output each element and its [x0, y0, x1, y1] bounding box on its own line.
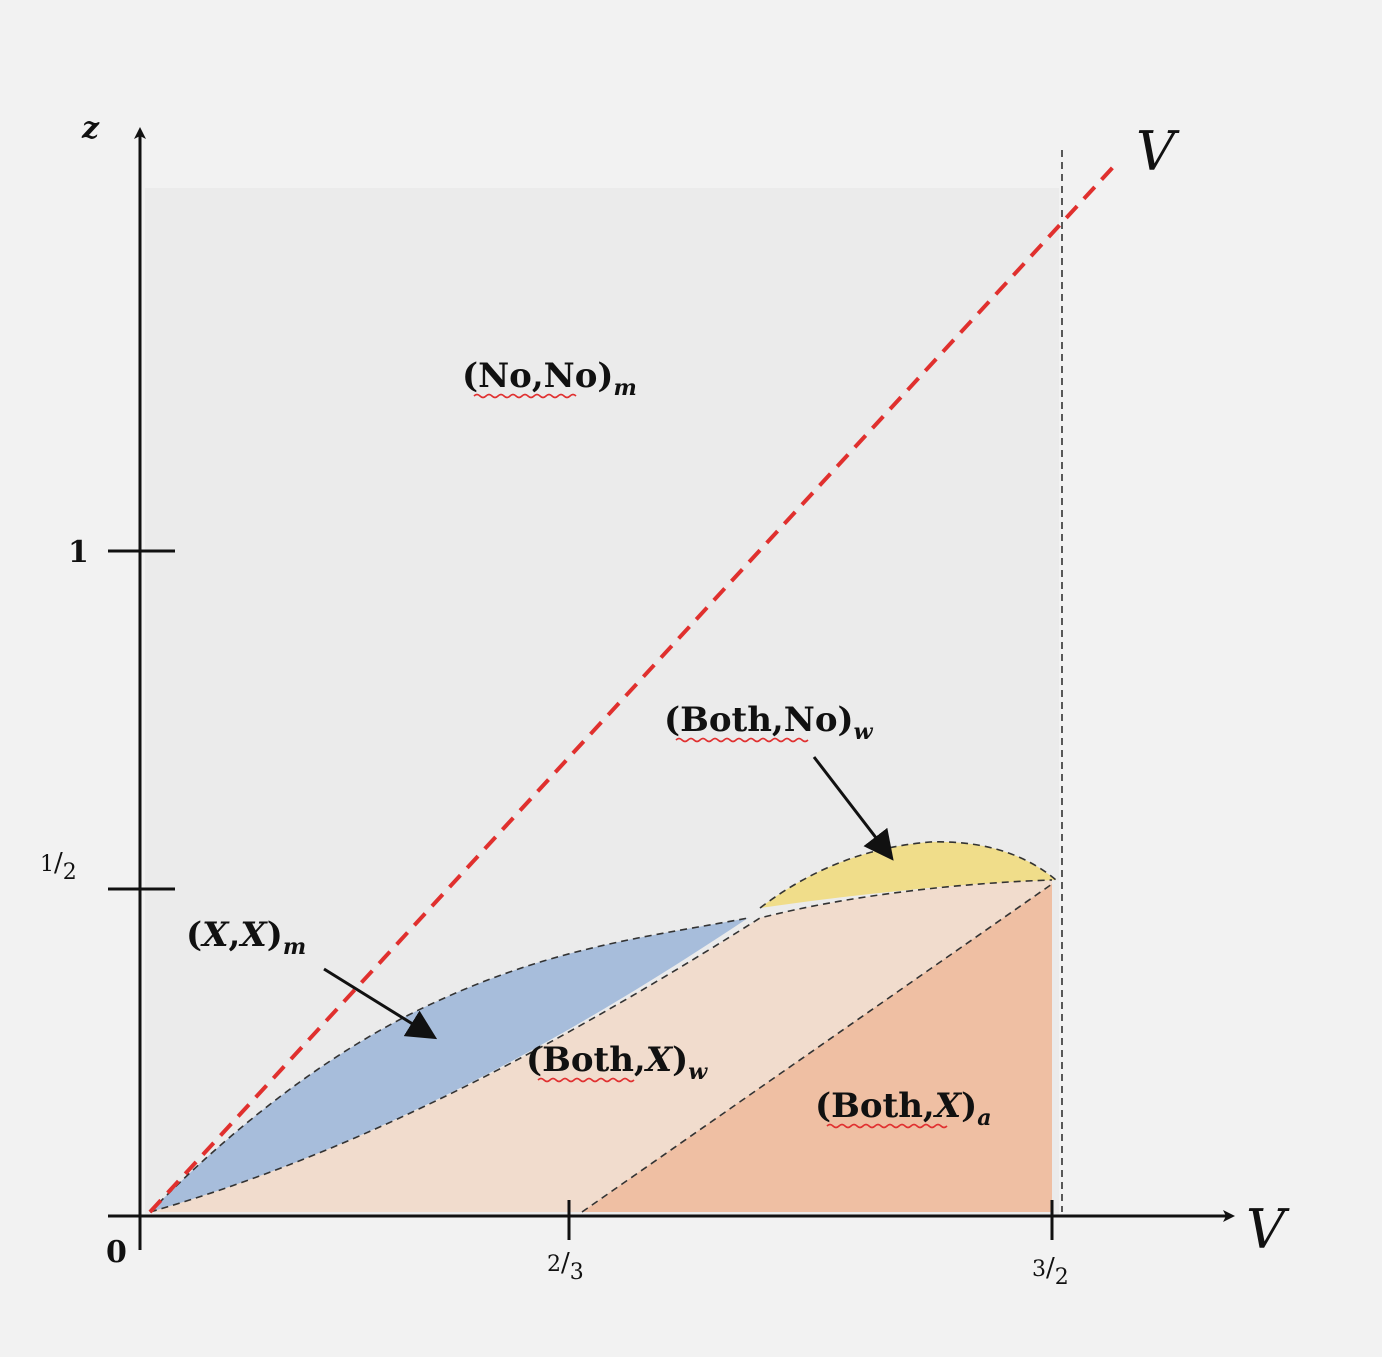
x-axis-label: V — [1246, 1198, 1290, 1261]
label-both-x-w: (Both,X)w — [526, 1040, 708, 1085]
x-tick-two-thirds-den: 3 — [570, 1260, 584, 1285]
region-both-x-a — [582, 884, 1052, 1212]
y-tick-label-half: 1/2 — [40, 848, 77, 885]
label-x-x-m: (X,X)m — [186, 915, 306, 960]
x-tick-three-halves-den: 2 — [1055, 1265, 1069, 1290]
spellcheck-underline — [537, 1077, 635, 1083]
y-tick-half-den: 2 — [63, 860, 77, 885]
x-tick-label-two-thirds: 2/3 — [547, 1248, 584, 1285]
region-boundaries — [149, 150, 1063, 1213]
region-both-no-w — [760, 841, 1056, 908]
spellcheck-underline — [473, 393, 577, 399]
x-tick-two-thirds-num: 2 — [547, 1252, 561, 1277]
diagonal-line — [148, 163, 1117, 1214]
x-tick-label-three-halves: 3/2 — [1032, 1253, 1069, 1290]
label-no-no-m: (No,No)m — [462, 356, 637, 401]
arrow-to-both-no-w — [812, 756, 894, 861]
arrow-to-x-x-m — [323, 967, 438, 1040]
region-x-x-m — [150, 918, 748, 1212]
x-tick-three-halves-num: 3 — [1032, 1257, 1046, 1282]
label-both-no-w: (Both,No)w — [664, 700, 874, 745]
spellcheck-underline — [675, 737, 809, 743]
y-axis-label: z — [81, 111, 100, 146]
y-tick-half-num: 1 — [40, 852, 54, 877]
label-both-x-a: (Both,X)a — [815, 1086, 992, 1131]
y-tick-label-1: 1 — [68, 535, 89, 570]
spellcheck-underline — [826, 1123, 948, 1129]
diagonal-label: V — [1136, 120, 1180, 183]
origin-label: 0 — [106, 1235, 127, 1270]
